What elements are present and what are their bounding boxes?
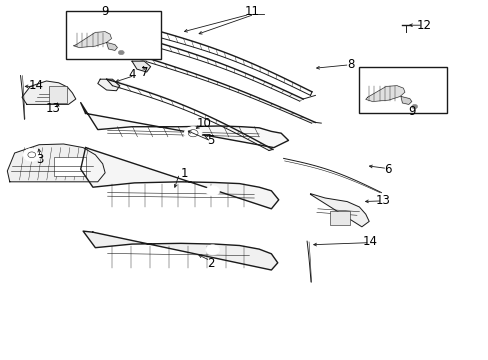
Polygon shape (73, 32, 111, 48)
Text: 12: 12 (416, 19, 430, 32)
Text: 13: 13 (375, 194, 389, 207)
Text: 6: 6 (383, 163, 391, 176)
Text: 1: 1 (181, 167, 188, 180)
Polygon shape (22, 81, 76, 104)
Circle shape (23, 148, 41, 161)
Circle shape (118, 50, 124, 55)
Polygon shape (83, 231, 277, 270)
Text: 5: 5 (207, 134, 215, 147)
Polygon shape (365, 86, 404, 102)
FancyBboxPatch shape (359, 67, 447, 113)
Text: 14: 14 (28, 79, 43, 92)
FancyBboxPatch shape (66, 11, 161, 59)
Polygon shape (7, 144, 105, 182)
Text: 14: 14 (362, 235, 377, 248)
Text: 4: 4 (128, 68, 136, 81)
Polygon shape (400, 96, 411, 104)
Circle shape (411, 104, 417, 109)
Text: 10: 10 (197, 117, 211, 130)
Text: 13: 13 (45, 102, 60, 114)
Text: 2: 2 (207, 257, 215, 270)
Bar (49, 86, 67, 103)
Polygon shape (132, 61, 150, 72)
Text: 8: 8 (346, 58, 354, 71)
Polygon shape (81, 103, 288, 148)
Text: 9: 9 (407, 105, 415, 118)
Circle shape (205, 245, 219, 255)
Circle shape (184, 127, 202, 140)
Polygon shape (310, 194, 368, 227)
Text: 7: 7 (140, 66, 148, 79)
Polygon shape (81, 148, 278, 209)
Text: 3: 3 (36, 153, 44, 166)
Text: 11: 11 (244, 5, 259, 18)
Polygon shape (98, 79, 120, 91)
Circle shape (205, 186, 219, 196)
Text: 9: 9 (101, 5, 109, 18)
Bar (54, 157, 85, 176)
Polygon shape (106, 42, 117, 50)
Bar (329, 211, 349, 225)
